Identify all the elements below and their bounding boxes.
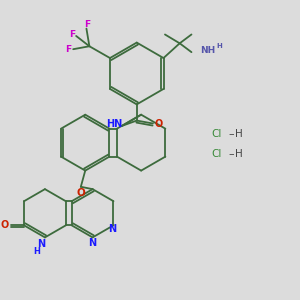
Text: –: – — [228, 129, 234, 139]
Text: F: F — [65, 45, 71, 54]
Text: O: O — [76, 188, 85, 198]
Text: –: – — [228, 149, 234, 159]
Text: HN: HN — [106, 119, 122, 129]
Text: H: H — [33, 247, 40, 256]
Text: O: O — [154, 118, 162, 128]
Text: H: H — [235, 129, 243, 139]
Text: F: F — [84, 20, 90, 29]
Text: N: N — [37, 239, 46, 249]
Text: Cl: Cl — [212, 149, 222, 159]
Text: O: O — [1, 220, 9, 230]
Text: N: N — [108, 224, 116, 234]
Text: N: N — [88, 238, 97, 248]
Text: H: H — [235, 149, 243, 159]
Text: NH: NH — [200, 46, 215, 55]
Text: H: H — [217, 43, 222, 49]
Text: Cl: Cl — [212, 129, 222, 139]
Text: F: F — [69, 30, 75, 39]
